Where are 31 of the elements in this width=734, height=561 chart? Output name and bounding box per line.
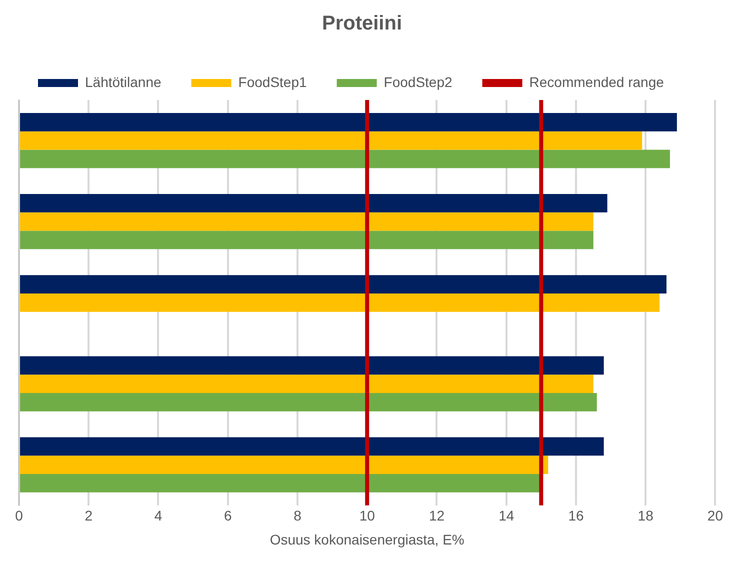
x-tick-label: 18 — [638, 508, 654, 524]
legend-label: FoodStep2 — [384, 74, 452, 90]
bar — [20, 356, 604, 375]
bar — [20, 474, 542, 492]
legend-label: Lähtötilanne — [85, 74, 162, 90]
x-axis-title: Osuus kokonaisenergiasta, E% — [270, 531, 464, 548]
bar — [20, 275, 666, 294]
bar — [20, 437, 604, 456]
bar — [20, 374, 594, 393]
x-tick-label: 4 — [154, 508, 162, 524]
x-tick-label: 16 — [568, 508, 584, 524]
bar — [20, 194, 608, 212]
x-tick-label: 20 — [707, 508, 724, 524]
bar — [20, 294, 660, 312]
bar — [20, 230, 594, 250]
bar — [20, 150, 670, 168]
x-tick-label: 6 — [224, 508, 232, 524]
x-tick-label: 8 — [294, 508, 302, 524]
x-tick-label: 12 — [428, 508, 445, 524]
bar — [20, 112, 677, 132]
x-tick-label: 14 — [498, 508, 514, 524]
legend-label: Recommended range — [529, 74, 664, 90]
legend-label: FoodStep1 — [238, 74, 307, 90]
chart-title: Proteiini — [322, 12, 402, 35]
bar — [20, 131, 642, 150]
x-tick-label: 2 — [84, 508, 93, 524]
x-tick-label: 0 — [15, 508, 24, 524]
bar — [20, 456, 548, 474]
x-tick-label: 10 — [359, 508, 376, 524]
bar — [20, 392, 597, 412]
bar — [20, 212, 594, 231]
